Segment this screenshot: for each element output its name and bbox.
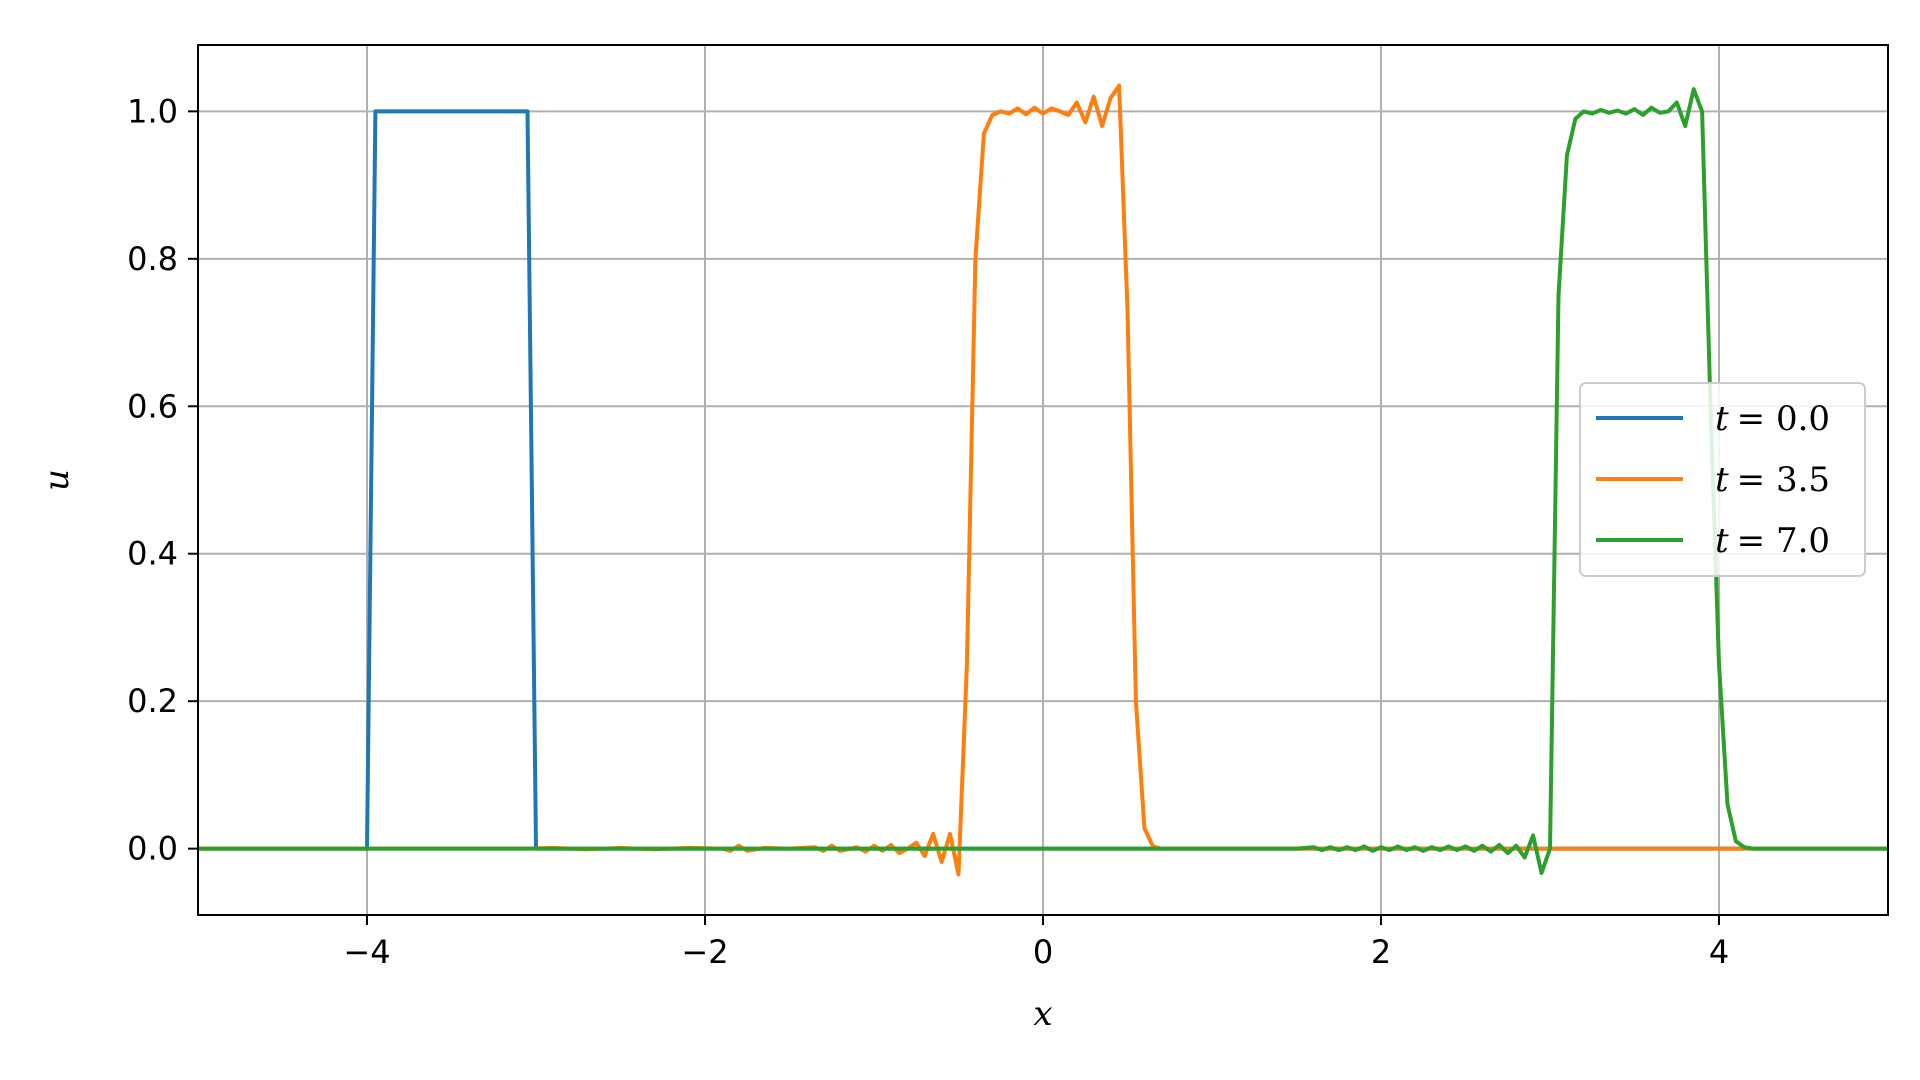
y-tick-label: 0.0 (127, 830, 178, 868)
legend-label-2: t = 7.0 (1715, 521, 1830, 561)
x-axis-label: x (1033, 994, 1052, 1034)
legend-variable: t (1715, 399, 1729, 439)
x-tick-label: −4 (343, 933, 390, 971)
y-tick-label: 1.0 (127, 92, 178, 130)
x-tick-label: 2 (1371, 933, 1391, 971)
x-tick-label: −2 (681, 933, 728, 971)
legend-box (1579, 382, 1866, 577)
x-tick-label: 0 (1033, 933, 1053, 971)
legend-label-0: t = 0.0 (1715, 399, 1830, 439)
y-tick-label: 0.8 (127, 240, 178, 278)
legend-variable: t (1715, 521, 1729, 561)
legend: t = 0.0t = 3.5t = 7.0 (1579, 382, 1866, 577)
axis-ticks: −4 −2 0 2 4 0.0 0.2 0.4 0.6 0.8 1.0 (127, 92, 1729, 971)
x-tick-label: 4 (1709, 933, 1729, 971)
y-axis-label: u (37, 469, 77, 491)
legend-variable: t (1715, 460, 1729, 500)
y-tick-label: 0.4 (127, 535, 178, 573)
legend-value: = 3.5 (1737, 460, 1830, 500)
y-tick-label: 0.2 (127, 682, 178, 720)
series-line-1 (198, 83, 1888, 877)
legend-label-1: t = 3.5 (1715, 460, 1830, 500)
series-layer (198, 83, 1888, 877)
legend-value: = 0.0 (1737, 399, 1830, 439)
y-tick-label: 0.6 (127, 387, 178, 425)
legend-value: = 7.0 (1737, 521, 1830, 561)
series-line-2 (198, 87, 1888, 875)
